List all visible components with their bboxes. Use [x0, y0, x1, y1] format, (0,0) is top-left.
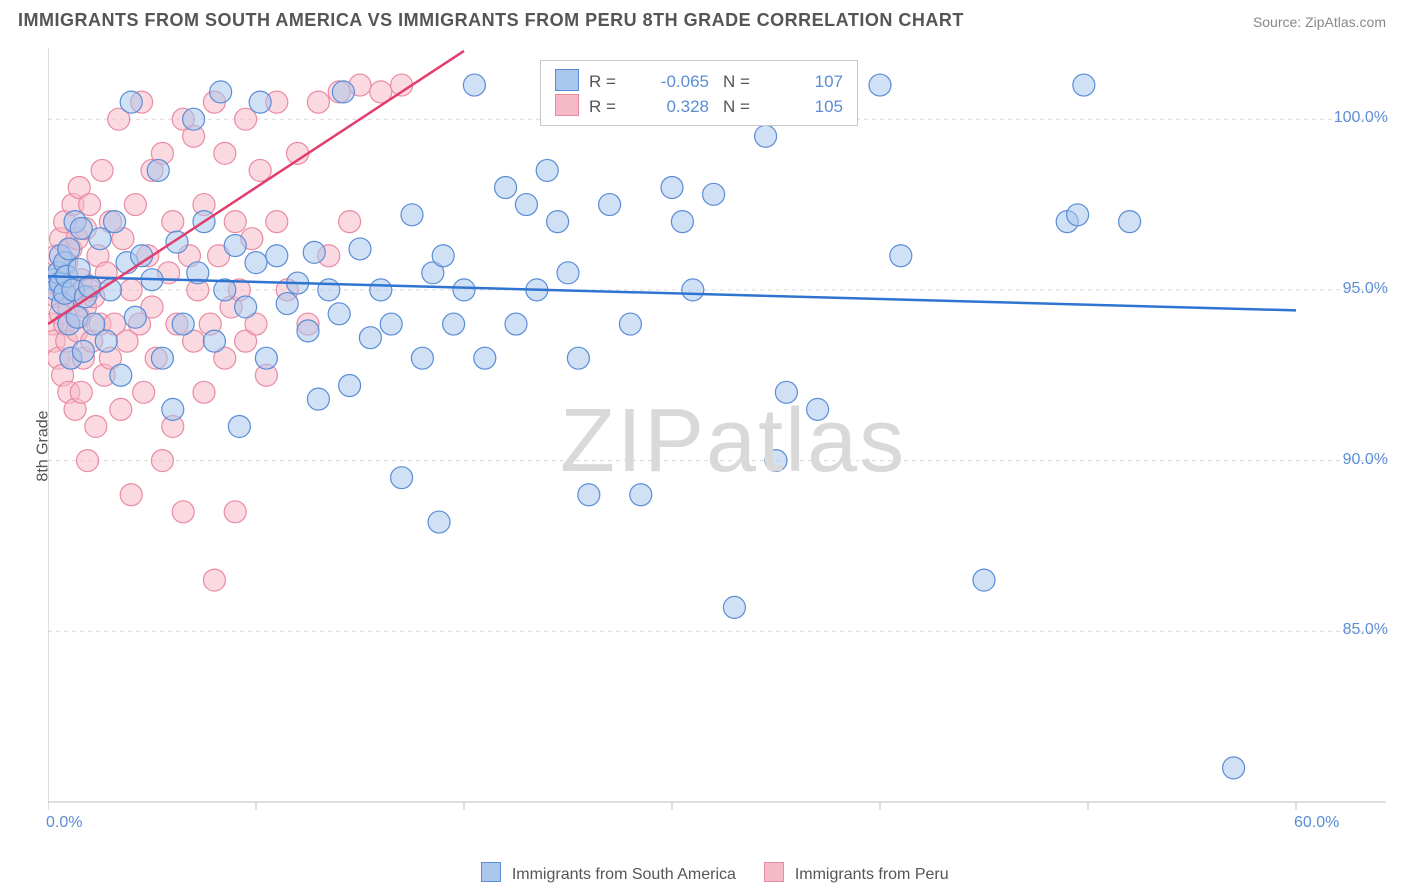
legend-swatch-peru — [764, 862, 784, 882]
y-tick-label: 85.0% — [1343, 621, 1388, 639]
legend-swatch-south-america — [481, 862, 501, 882]
legend-label-south-america: Immigrants from South America — [512, 866, 736, 883]
stats-n-value: 107 — [763, 72, 843, 92]
stats-n-label: N = — [723, 72, 763, 92]
stats-swatch — [555, 94, 579, 116]
bottom-legend: Immigrants from South America Immigrants… — [0, 862, 1406, 884]
y-tick-label: 100.0% — [1334, 109, 1388, 127]
stats-r-value: -0.065 — [629, 72, 709, 92]
y-tick-label: 90.0% — [1343, 451, 1388, 469]
x-tick-label: 0.0% — [46, 814, 82, 832]
stats-r-label: R = — [589, 97, 629, 117]
y-tick-label: 95.0% — [1343, 280, 1388, 298]
stats-row: R =-0.065 N =107 — [555, 69, 843, 92]
stats-swatch — [555, 69, 579, 91]
stats-r-label: R = — [589, 72, 629, 92]
stats-row: R =0.328 N =105 — [555, 94, 843, 117]
legend-label-peru: Immigrants from Peru — [795, 866, 949, 883]
chart-plot-area — [48, 48, 1386, 842]
stats-n-value: 105 — [763, 97, 843, 117]
x-tick-label: 60.0% — [1294, 814, 1339, 832]
stats-n-label: N = — [723, 97, 763, 117]
correlation-stats-box: R =-0.065 N =107 R =0.328 N =105 — [540, 60, 858, 126]
stats-r-value: 0.328 — [629, 97, 709, 117]
chart-title: IMMIGRANTS FROM SOUTH AMERICA VS IMMIGRA… — [18, 10, 964, 31]
source-attribution: Source: ZipAtlas.com — [1253, 14, 1386, 30]
chart-container: IMMIGRANTS FROM SOUTH AMERICA VS IMMIGRA… — [0, 0, 1406, 892]
chart-svg — [48, 48, 1386, 842]
